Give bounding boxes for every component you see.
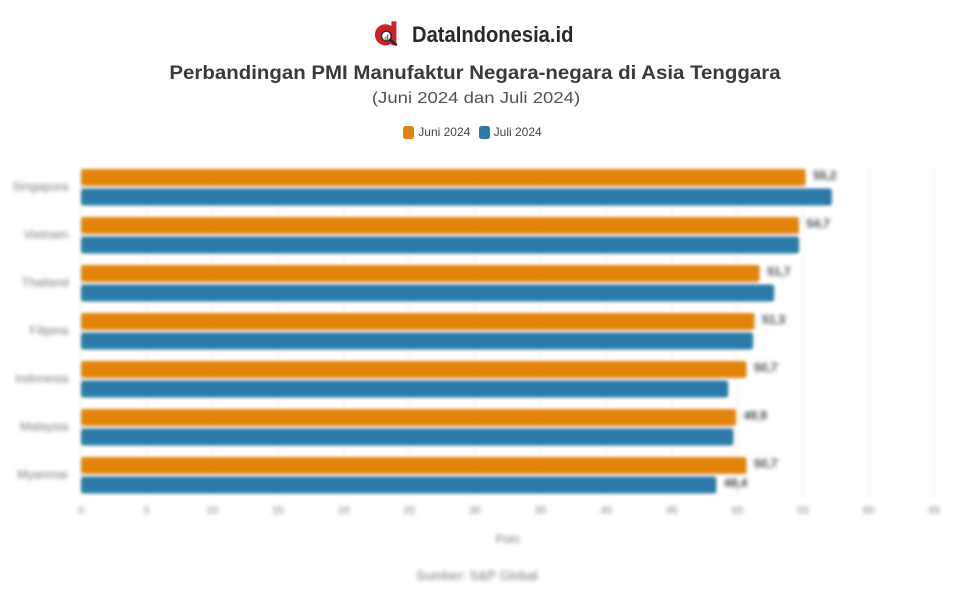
svg-text:Singapura: Singapura [12,179,68,193]
svg-text:25: 25 [403,505,415,517]
svg-text:50: 50 [732,505,744,517]
svg-text:5: 5 [144,505,150,517]
svg-text:50,7: 50,7 [754,361,778,375]
svg-text:48,4: 48,4 [724,476,748,490]
svg-text:0: 0 [78,505,84,517]
svg-text:50,7: 50,7 [754,457,778,471]
svg-text:65: 65 [928,505,940,517]
svg-text:Filipina: Filipina [30,323,69,337]
svg-text:35: 35 [535,505,547,517]
svg-text:Vietnam: Vietnam [24,227,69,241]
svg-text:55,2: 55,2 [813,169,837,183]
svg-text:Myanmar: Myanmar [17,467,68,481]
svg-text:54,7: 54,7 [807,217,831,231]
svg-text:10: 10 [206,505,218,517]
svg-text:45: 45 [666,505,678,517]
svg-text:40: 40 [600,505,612,517]
svg-text:20: 20 [338,505,350,517]
svg-text:15: 15 [272,505,284,517]
svg-text:51,7: 51,7 [767,265,791,279]
svg-text:30: 30 [469,505,481,517]
svg-text:49,9: 49,9 [744,409,768,423]
svg-text:Poin: Poin [495,532,519,546]
svg-text:Thailand: Thailand [21,275,68,289]
svg-text:55: 55 [797,505,809,517]
svg-text:Sumber: S&P Global: Sumber: S&P Global [416,568,538,583]
svg-text:51,3: 51,3 [762,313,786,327]
svg-text:Malaysia: Malaysia [20,419,69,433]
svg-text:Indonesia: Indonesia [15,371,68,385]
svg-text:60: 60 [863,505,875,517]
